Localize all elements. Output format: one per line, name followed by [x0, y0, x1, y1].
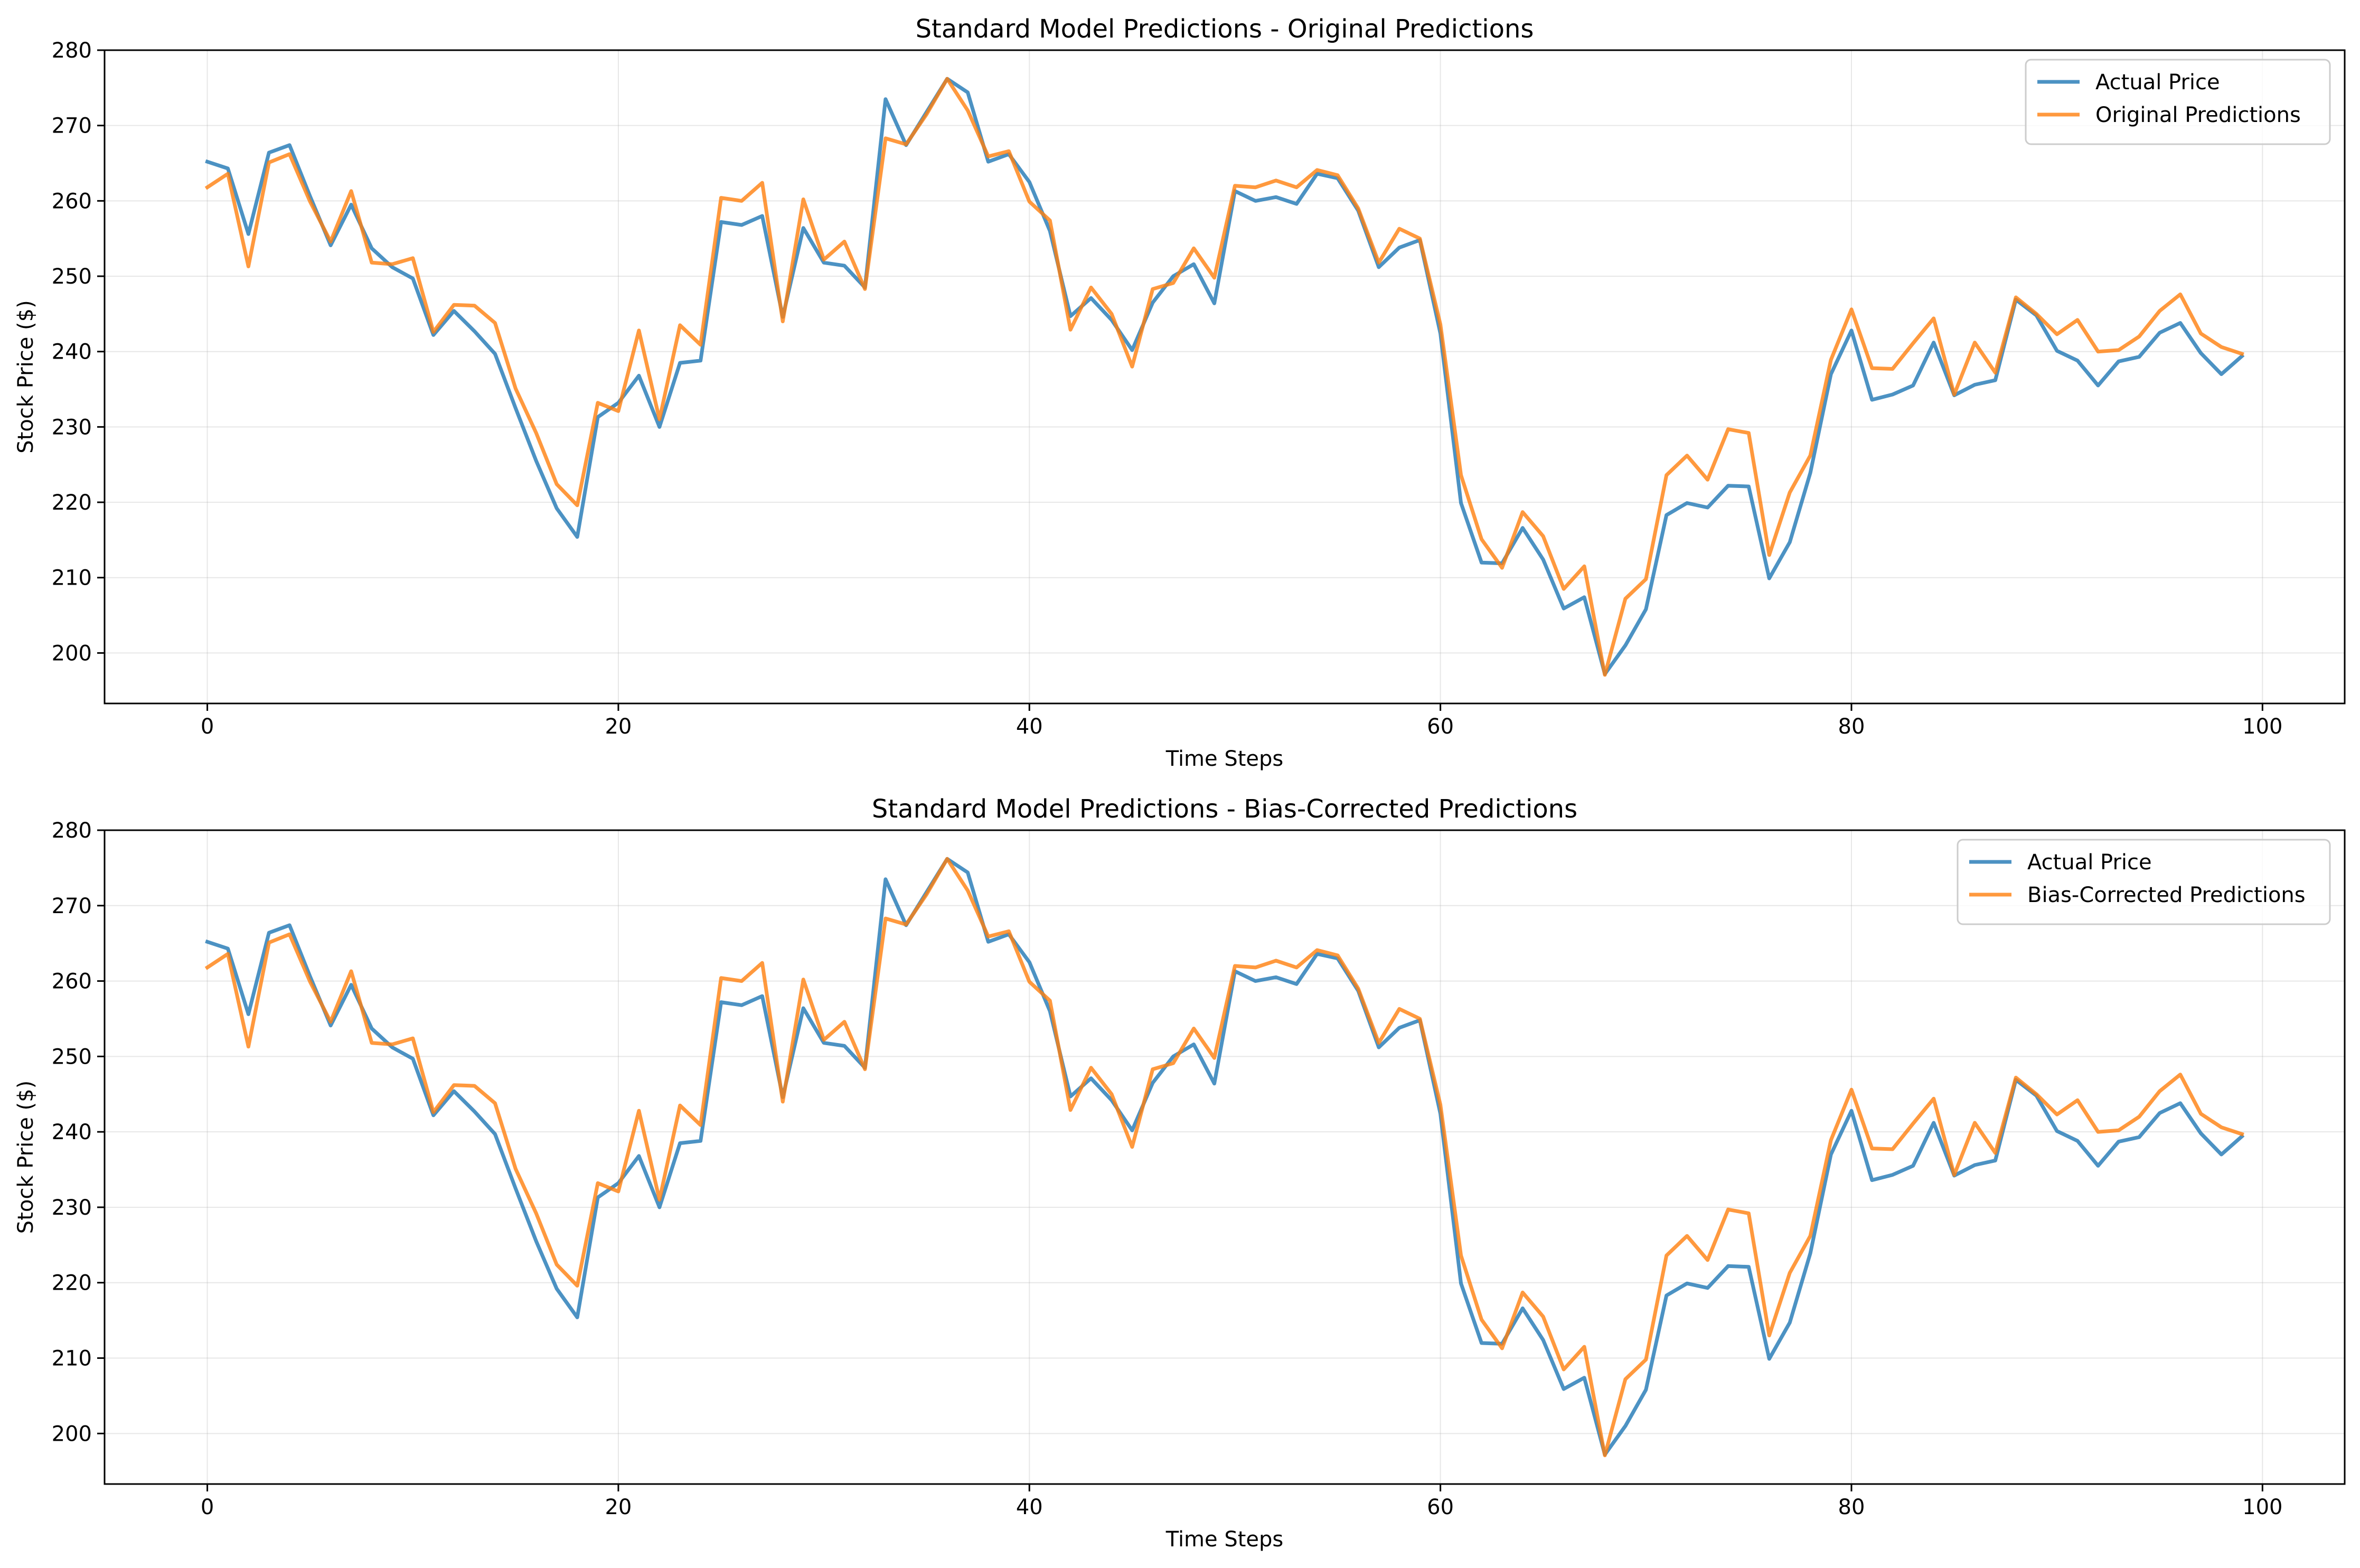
y-tick-label: 240 [52, 1120, 92, 1144]
y-tick-label: 260 [52, 970, 92, 994]
plot-frame [104, 829, 2346, 1485]
legend-label: Original Predictions [2095, 103, 2301, 127]
y-tick-label: 250 [52, 1045, 92, 1069]
x-tick-label: 20 [605, 715, 632, 739]
y-tick-label: 220 [52, 491, 92, 515]
y-axis-label: Stock Price ($) [14, 300, 38, 453]
y-tick-label: 210 [52, 1347, 92, 1371]
chart-title: Standard Model Predictions - Bias-Correc… [872, 794, 1577, 824]
legend: Actual Price Original Predictions [2025, 59, 2331, 145]
y-axis-label: Stock Price ($) [14, 1081, 38, 1234]
x-tick-label: 0 [201, 715, 214, 739]
legend-label: Actual Price [2027, 850, 2152, 875]
y-tick-label: 210 [52, 566, 92, 590]
legend-box [2025, 59, 2331, 145]
legend-box [1957, 839, 2331, 925]
x-axis-label: Time Steps [1165, 747, 1284, 771]
series-line-actual [205, 77, 2245, 676]
y-tick-label: 230 [52, 415, 92, 439]
x-tick-label: 100 [2242, 715, 2282, 739]
y-tick-label: 220 [52, 1271, 92, 1295]
chart-panel-2: 0 20 40 60 80 100 200 210 220 230 240 250 260 270 280 S… [14, 794, 2346, 1552]
y-tick-label: 200 [52, 1422, 92, 1446]
y-tick-label: 240 [52, 340, 92, 364]
x-tick-label: 40 [1016, 1495, 1043, 1519]
chart-panel-1: 0 20 40 60 80 100 200 210 220 230 240 250 260 270 280 S… [14, 14, 2346, 771]
y-tick-label: 270 [52, 894, 92, 918]
x-axis-label: Time Steps [1165, 1527, 1284, 1552]
chart-title: Standard Model Predictions - Original Pr… [916, 14, 1534, 44]
y-tick-label: 200 [52, 641, 92, 665]
legend: Actual Price Bias-Corrected Predictions [1957, 839, 2331, 925]
y-tick-label: 270 [52, 114, 92, 138]
x-tick-label: 60 [1427, 715, 1454, 739]
y-tick-label: 280 [52, 819, 92, 843]
legend-label: Actual Price [2095, 70, 2220, 95]
series-line-predicted [204, 77, 2244, 677]
series-line-actual [205, 857, 2245, 1457]
plot-frame [104, 49, 2346, 705]
y-tick-label: 280 [52, 39, 92, 63]
y-tick-label: 230 [52, 1196, 92, 1220]
y-tick-label: 260 [52, 189, 92, 213]
x-tick-label: 0 [201, 1495, 214, 1519]
x-tick-label: 60 [1427, 1495, 1454, 1519]
x-tick-label: 20 [605, 1495, 632, 1519]
x-tick-label: 40 [1016, 715, 1043, 739]
series-line-predicted [204, 857, 2244, 1458]
x-tick-label: 80 [1838, 715, 1865, 739]
x-tick-label: 80 [1838, 1495, 1865, 1519]
legend-label: Bias-Corrected Predictions [2027, 883, 2306, 907]
y-tick-label: 250 [52, 265, 92, 289]
x-tick-label: 100 [2242, 1495, 2282, 1519]
